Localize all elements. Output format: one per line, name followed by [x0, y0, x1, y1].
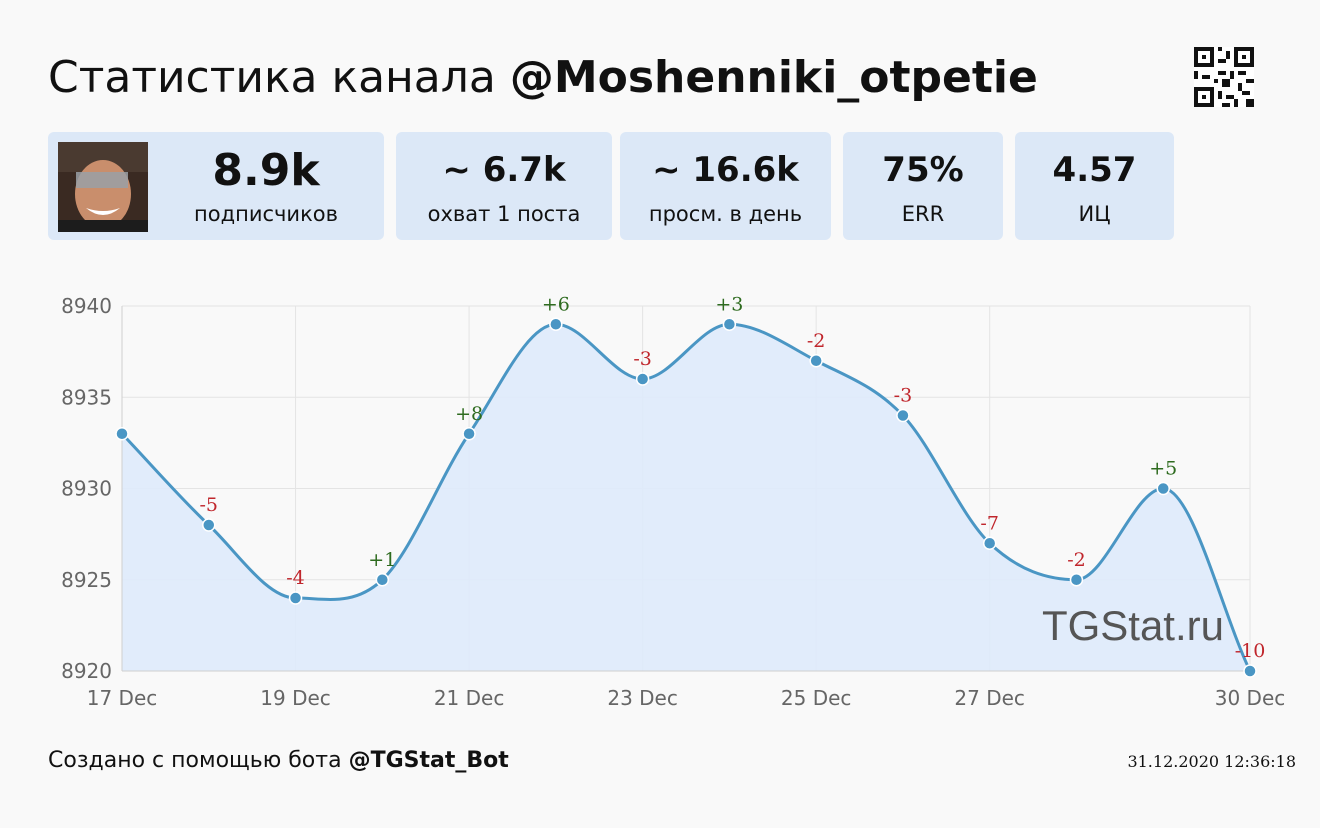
data-label: +3: [715, 293, 743, 315]
daily-views-value: ~ 16.6k: [652, 150, 799, 190]
data-point: [288, 591, 303, 605]
data-label: -3: [894, 385, 913, 407]
bot-link[interactable]: @TGStat_Bot: [348, 748, 509, 773]
channel-handle[interactable]: @Moshenniki_otpetie: [509, 52, 1038, 103]
watermark: TGStat.ru: [1042, 602, 1224, 649]
channel-avatar: [58, 142, 148, 232]
citation-index-card: 4.57 ИЦ: [1015, 132, 1174, 240]
err-card: 75% ERR: [843, 132, 1003, 240]
data-label: -10: [1235, 640, 1266, 662]
qr-code-icon[interactable]: [1194, 47, 1254, 107]
data-label: +8: [455, 403, 483, 425]
data-label: +5: [1149, 458, 1177, 480]
y-tick-label: 8925: [61, 568, 112, 592]
data-label: -3: [633, 348, 652, 370]
data-point: [1243, 664, 1257, 678]
subscribers-card: 8.9k подписчиков: [48, 132, 384, 240]
err-label: ERR: [901, 202, 945, 226]
y-tick-label: 8940: [61, 294, 112, 318]
y-tick-label: 8930: [61, 477, 112, 501]
data-label: -2: [807, 330, 826, 352]
reach-value: ~ 6.7k: [442, 150, 566, 190]
area-fill: [122, 324, 1250, 671]
reach-card: ~ 6.7k охват 1 поста: [396, 132, 612, 240]
title-prefix: Статистика канала: [48, 52, 510, 103]
x-tick-label: 23 Dec: [607, 686, 678, 710]
data-point: [896, 408, 910, 423]
y-tick-label: 8920: [61, 659, 112, 683]
footer-timestamp: 31.12.2020 12:36:18: [1127, 752, 1296, 771]
data-label: -4: [286, 567, 305, 589]
x-tick-label: 19 Dec: [260, 686, 331, 710]
data-point: [462, 427, 476, 441]
err-value: 75%: [882, 150, 964, 190]
x-tick-label: 27 Dec: [954, 686, 1025, 710]
page-title: Статистика канала @Moshenniki_otpetie: [48, 50, 1038, 106]
x-tick-label: 30 Dec: [1215, 686, 1286, 710]
data-point: [115, 427, 129, 441]
data-point: [549, 317, 563, 331]
data-point: [1156, 481, 1170, 496]
daily-views-card: ~ 16.6k просм. в день: [620, 132, 831, 240]
data-point: [982, 536, 997, 550]
reach-label: охват 1 поста: [427, 202, 581, 226]
citation-index-value: 4.57: [1052, 150, 1137, 190]
data-label: -5: [200, 494, 219, 516]
data-label: -2: [1067, 549, 1086, 571]
data-label: +6: [542, 293, 570, 315]
x-tick-label: 21 Dec: [434, 686, 505, 710]
data-label: -7: [980, 512, 999, 534]
data-point: [809, 354, 823, 368]
data-point: [202, 518, 216, 532]
citation-index-label: ИЦ: [1078, 202, 1111, 226]
y-tick-label: 8935: [61, 385, 112, 409]
footer-created-text: Создано с помощью бота: [48, 748, 349, 773]
x-tick-label: 25 Dec: [781, 686, 852, 710]
x-tick-label: 17 Dec: [87, 686, 158, 710]
subscribers-value: 8.9k: [212, 145, 320, 196]
daily-views-label: просм. в день: [648, 202, 803, 226]
data-label: +1: [368, 549, 396, 571]
data-point: [1069, 573, 1084, 587]
data-point: [375, 573, 390, 587]
data-point: [722, 317, 737, 331]
footer-credit: Создано с помощью бота @TGStat_Bot: [48, 746, 509, 776]
data-point: [635, 372, 650, 386]
subscribers-label: подписчиков: [194, 202, 338, 226]
